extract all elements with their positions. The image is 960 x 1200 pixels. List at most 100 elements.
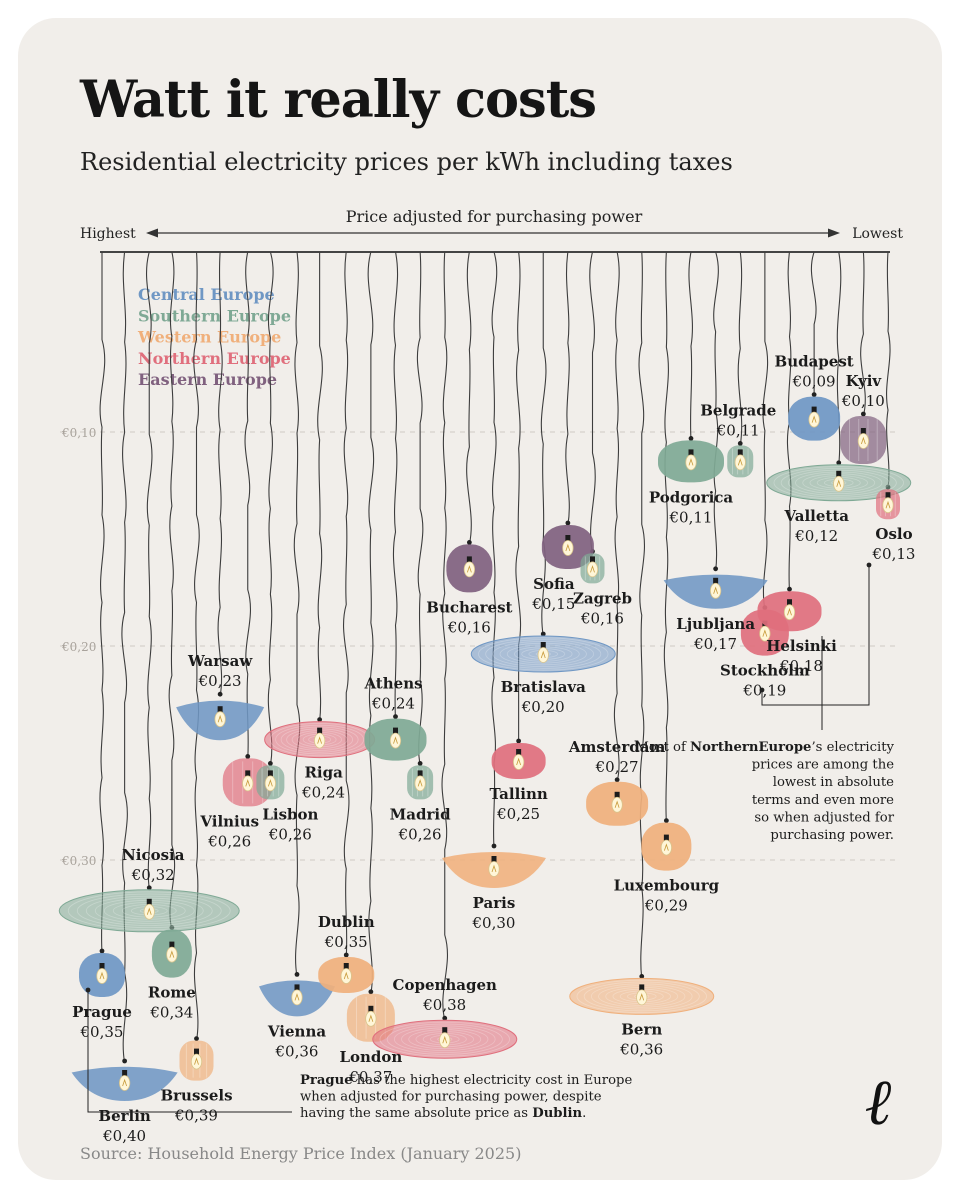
cord-knot <box>194 1036 199 1041</box>
annotation-text-run: Dublin <box>532 1106 582 1121</box>
lamp-riga <box>264 721 376 759</box>
lamp-vienna <box>259 980 335 1017</box>
cord-rome <box>168 251 176 930</box>
city-label-paris: Paris <box>473 894 516 912</box>
bulb-glass <box>808 411 820 428</box>
leader-northern-c <box>822 565 870 706</box>
lamp-shade-ring <box>773 466 904 500</box>
city-label-amsterdam: Amsterdam <box>568 738 666 756</box>
cord-vilnius <box>244 251 251 759</box>
city-label-sofia: Sofia <box>533 575 575 593</box>
city-label-london: London <box>339 1048 402 1066</box>
leader-northern-a <box>761 636 823 706</box>
bulb-glass <box>488 861 500 877</box>
cord-luxembourg <box>663 251 669 823</box>
bulb-filament <box>491 864 497 873</box>
lamp-dublin <box>318 957 375 993</box>
bulb-glass <box>833 475 845 492</box>
cord-copenhagen <box>441 251 448 1021</box>
legend-central-europe: Central Europe <box>138 285 275 304</box>
lamp-bratislava <box>470 635 616 673</box>
cord-valletta <box>836 251 842 465</box>
legend-western-europe: Western Europe <box>137 328 281 347</box>
price-label-luxembourg: €0,29 <box>644 897 688 915</box>
cord-knot <box>565 520 571 526</box>
cord-london <box>367 251 375 994</box>
bulb-filament <box>317 736 323 744</box>
bulb-glass <box>562 540 574 556</box>
price-label-rome: €0,34 <box>149 1004 193 1022</box>
price-label-bratislava: €0,20 <box>521 698 565 716</box>
price-label-sofia: €0,15 <box>531 595 575 613</box>
lamp-belgrade <box>727 445 754 478</box>
bulb-glass <box>660 839 672 856</box>
cord-knot <box>368 989 374 995</box>
lamp-berlin <box>71 1066 178 1101</box>
x-axis-title: Price adjusted for purchasing power <box>346 207 643 226</box>
cord-knot <box>713 566 719 572</box>
bulb-glass <box>857 433 869 449</box>
bulb-glass <box>882 497 894 514</box>
cord-knot <box>737 441 743 446</box>
leader-prague <box>87 990 292 1113</box>
cord-knot <box>146 885 152 891</box>
bulb-socket <box>393 727 398 734</box>
bulb-socket <box>217 706 223 713</box>
lamp-bern <box>569 977 715 1015</box>
bulb-socket <box>688 449 694 456</box>
bulb-socket <box>245 770 251 777</box>
cord-zagreb <box>589 251 596 554</box>
city-label-dublin: Dublin <box>318 913 375 931</box>
cord-kyiv <box>860 251 866 417</box>
x-axis-arrow-right <box>828 228 840 238</box>
bulb-glass <box>389 732 402 749</box>
lamp-lisbon <box>256 765 285 800</box>
city-label-madrid: Madrid <box>390 805 451 823</box>
bulb-filament <box>885 500 891 509</box>
bulb-glass <box>291 989 303 1006</box>
annotation-text-run: prices are among the <box>752 758 895 773</box>
annotation-text-run: lowest in absolute <box>773 775 894 790</box>
price-label-helsinki: €0,18 <box>779 657 823 675</box>
lamp-paris <box>442 852 546 888</box>
annotation-text-run: having the same absolute price as <box>300 1106 532 1121</box>
y-tick-label: €0,20 <box>61 640 96 654</box>
lamp-amsterdam <box>586 781 649 826</box>
price-label-madrid: €0,26 <box>398 825 442 843</box>
bulb-filament <box>860 436 866 445</box>
annotation-northern: Most of NorthernEurope’s electricity pric… <box>635 740 894 843</box>
bulb-filament <box>442 1035 448 1044</box>
city-label-bucharest: Bucharest <box>426 598 512 616</box>
lamp-athens <box>364 718 427 761</box>
bulb-glass <box>365 1010 377 1027</box>
price-label-budapest: €0,09 <box>792 373 836 391</box>
bulb-filament <box>466 565 472 573</box>
lamp-shade-ring <box>280 726 359 753</box>
price-label-tallinn: €0,25 <box>496 805 540 823</box>
lamp-luxembourg <box>641 822 692 871</box>
cord-sofia <box>565 251 570 526</box>
cord-knot <box>491 843 497 849</box>
bulb-glass <box>611 796 623 813</box>
bulb-glass <box>586 561 599 578</box>
lamp-prague <box>79 953 125 997</box>
bulb-socket <box>516 749 522 755</box>
bulb-filament <box>393 736 398 744</box>
leader-dot <box>85 987 91 993</box>
bulb-filament <box>565 543 571 552</box>
price-label-vilnius: €0,26 <box>207 832 251 850</box>
bulb-socket <box>169 941 175 948</box>
price-label-ljubljana: €0,17 <box>693 635 737 653</box>
bulb-filament <box>540 650 546 659</box>
price-label-bern: €0,36 <box>619 1040 663 1058</box>
annotation-text-run: Northern <box>690 740 759 755</box>
lamp-shade-ring <box>576 979 707 1014</box>
city-label-ljubljana: Ljubljana <box>676 615 755 633</box>
cord-berlin <box>121 251 128 1064</box>
bulb-socket <box>368 1005 374 1012</box>
cord-knot <box>663 818 669 823</box>
bulb-glass <box>264 775 276 792</box>
bulb-glass <box>439 1032 451 1049</box>
price-label-copenhagen: €0,38 <box>422 996 466 1014</box>
cord-knot <box>466 540 472 545</box>
